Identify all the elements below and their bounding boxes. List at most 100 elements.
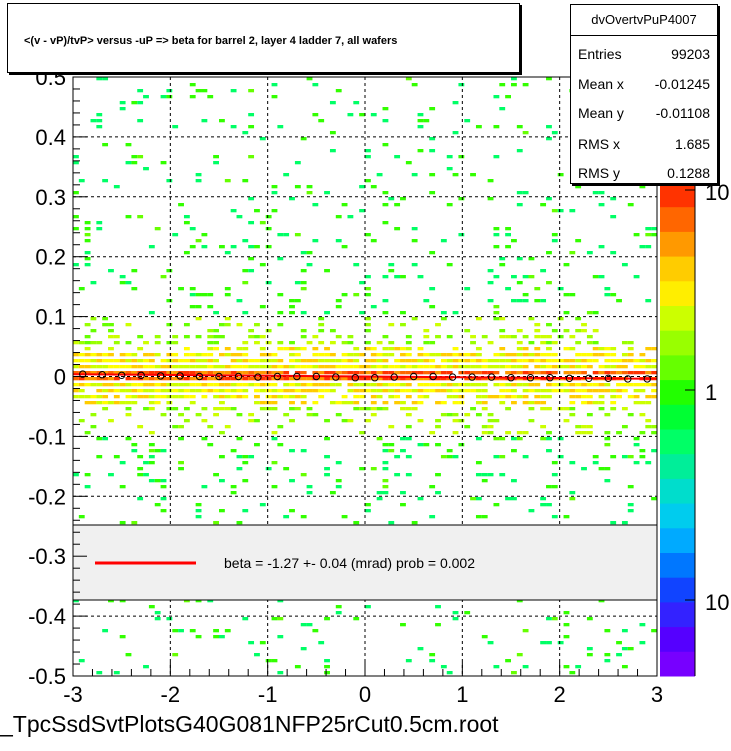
heatmap-cell [376,437,383,441]
heatmap-cell [78,383,85,387]
heatmap-cell [645,245,652,249]
heatmap-cell [645,233,652,237]
heatmap-cell [487,419,494,423]
heatmap-cell [429,251,436,255]
heatmap-cell [236,299,243,303]
heatmap-cell [639,383,646,387]
heatmap-cell [405,347,412,351]
heatmap-cell [102,323,109,327]
heatmap-cell [183,251,190,255]
heatmap-cell [370,377,377,381]
heatmap-cell [470,497,476,501]
heatmap-cell [289,449,295,453]
heatmap-cell [551,371,558,375]
heatmap-cell [405,371,412,375]
heatmap-cell [487,425,494,429]
heatmap-cell [183,335,190,339]
heatmap-cell [102,395,109,399]
heatmap-cell [73,155,79,159]
heatmap-cell [289,389,295,393]
heatmap-cell [446,455,453,459]
heatmap-cell [446,167,453,171]
heatmap-cell [417,371,424,375]
heatmap-cell [219,407,225,411]
heatmap-cell [511,353,517,357]
heatmap-cell [242,455,249,459]
heatmap-cell [84,233,91,237]
heatmap-cell [522,455,529,459]
heatmap-cell [201,293,208,297]
heatmap-cell [616,653,622,657]
heatmap-cell [511,299,517,303]
heatmap-cell [242,269,249,273]
heatmap-cell [423,341,430,345]
x-tick-label: 0 [359,682,371,707]
heatmap-cell [160,389,167,393]
heatmap-cell [113,455,120,459]
heatmap-cell [324,419,330,423]
heatmap-cell [516,281,523,285]
heatmap-cell [464,413,471,417]
heatmap-cell [452,383,459,387]
heatmap-cell [294,281,301,285]
heatmap-cell [306,389,313,393]
fit-line [72,373,658,380]
heatmap-cell [125,395,132,399]
heatmap-cell [557,173,564,177]
heatmap-cell [78,395,85,399]
heatmap-cell [569,335,576,339]
heatmap-cell [242,311,249,315]
heatmap-cell [359,389,365,393]
heatmap-cell [84,371,91,375]
heatmap-cell [341,371,348,375]
heatmap-cell [598,245,605,249]
heatmap-cell [289,383,295,387]
heatmap-cell [335,479,342,483]
heatmap-cell [78,365,85,369]
heatmap-cell [522,365,529,369]
heatmap-cell [78,389,85,393]
heatmap-cell [616,299,622,303]
heatmap-cell [429,107,436,111]
heatmap-cell [143,473,149,477]
heatmap-cell [563,515,570,519]
heatmap-cell [254,395,260,399]
heatmap-cell [277,359,284,363]
profile-point [332,373,340,381]
heatmap-cell [499,335,506,339]
heatmap-cell [487,473,494,477]
heatmap-cell [540,437,547,441]
heatmap-cell [125,143,132,147]
heatmap-cell [557,389,564,393]
heatmap-cell [458,365,465,369]
heatmap-cell [598,401,605,405]
color-scale-label: 1 [705,380,717,405]
heatmap-cell [540,359,547,363]
heatmap-cell [382,119,389,123]
heatmap-cell [359,185,365,189]
color-scale-band [660,280,695,306]
heatmap-cell [335,365,342,369]
heatmap-cell [464,329,471,333]
heatmap-cell [394,227,401,231]
heatmap-cell [224,347,231,351]
heatmap-cell [213,335,219,339]
y-tick-label: 0.4 [35,125,66,150]
heatmap-cell [271,209,278,213]
heatmap-cell [487,371,494,375]
heatmap-cell [341,245,348,249]
heatmap-cell [236,365,243,369]
heatmap-cell [639,431,646,435]
heatmap-cell [183,221,190,225]
heatmap-cell [417,125,424,129]
heatmap-cell [347,389,354,393]
heatmap-cell [394,371,401,375]
heatmap-cell [143,407,149,411]
heatmap-cell [382,467,389,471]
heatmap-cell [195,335,202,339]
heatmap-cell [365,383,371,387]
heatmap-cell [365,233,371,237]
heatmap-cell [143,383,149,387]
heatmap-cell [540,335,547,339]
heatmap-cell [575,329,582,333]
